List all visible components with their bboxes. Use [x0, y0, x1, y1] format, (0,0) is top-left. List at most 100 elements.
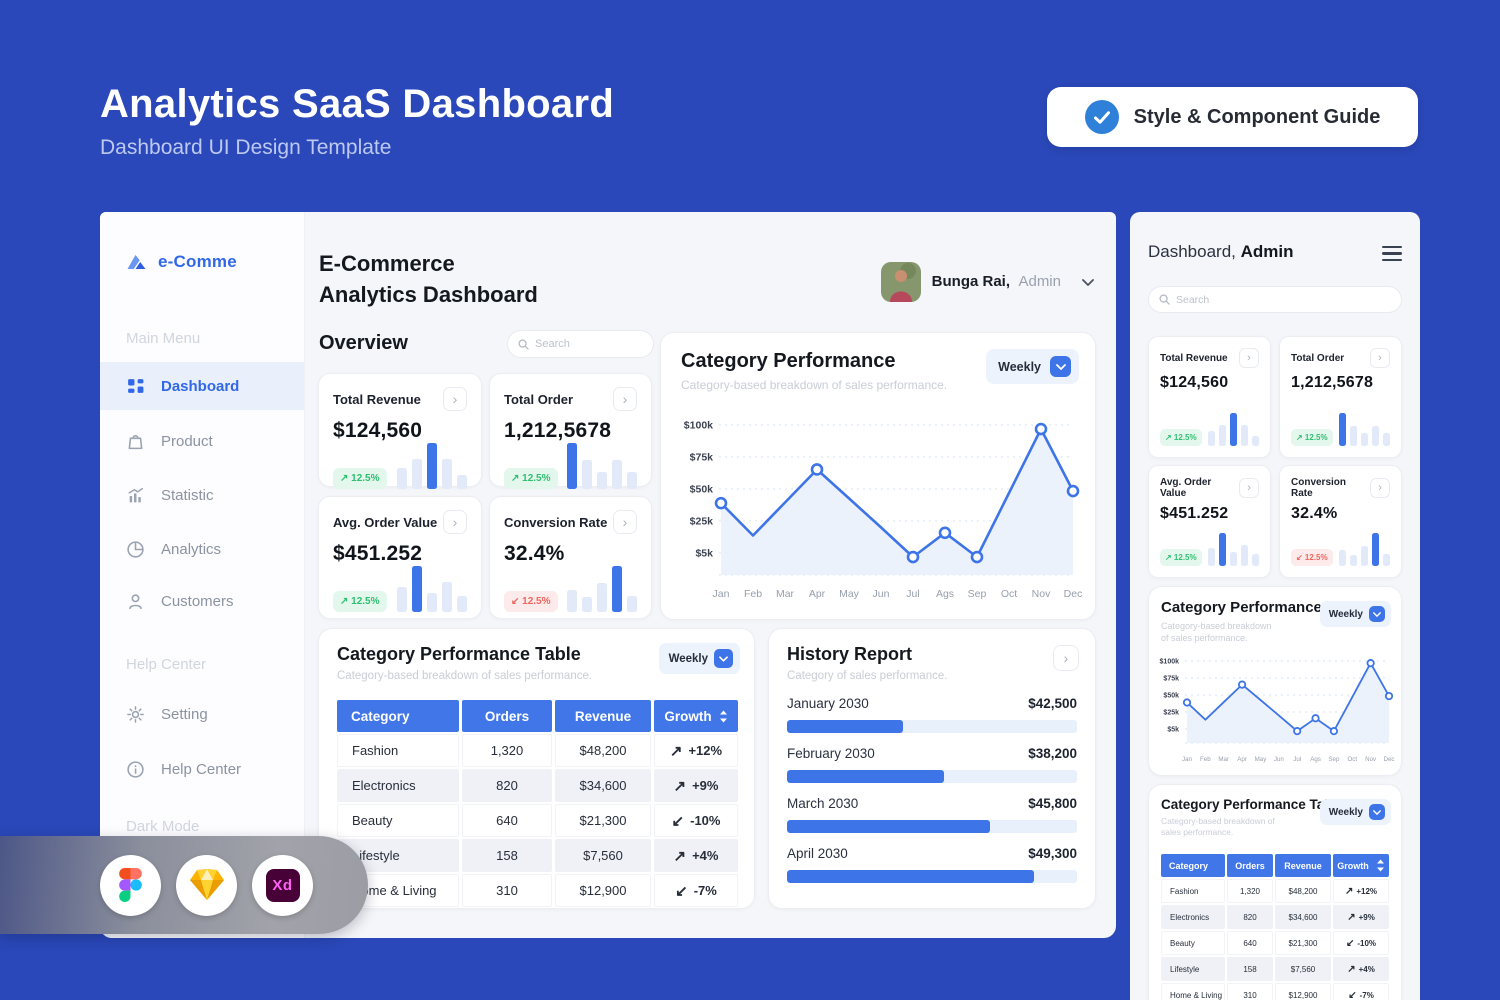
avatar [880, 262, 921, 302]
bar [582, 597, 592, 612]
figma-icon [100, 854, 161, 916]
trend-arrow-icon: ↗ [673, 777, 687, 795]
bar [1350, 425, 1357, 446]
bar [612, 460, 622, 489]
stat-detail-button[interactable]: › [443, 510, 467, 534]
stats-grid: Total Revenue › $124,560 ↗ 12.5% Total Order… [1148, 336, 1402, 578]
history-label: March 2030 [787, 796, 859, 811]
sidebar: e-Comme Main Menu Dashboard Product Stat… [100, 212, 305, 938]
dashboard-title: E-Commerce Analytics Dashboard [319, 251, 538, 307]
svg-text:Nov: Nov [1032, 588, 1051, 600]
period-dropdown[interactable]: Weekly [986, 349, 1079, 384]
svg-text:Oct: Oct [1347, 756, 1357, 763]
history-detail-button[interactable]: › [1053, 645, 1079, 671]
stat-value: 1,212,5678 [504, 419, 612, 442]
user-menu[interactable]: Bunga Rai, Admin [880, 262, 1094, 302]
category-table: Category Orders Revenue Growth Fashion 1,320 $… [1161, 854, 1389, 1000]
history-label: January 2030 [787, 696, 869, 711]
period-dropdown[interactable]: Weekly [658, 643, 740, 674]
bar [567, 589, 577, 612]
sidebar-item-dashboard[interactable]: Dashboard [100, 362, 304, 410]
stat-detail-button[interactable]: › [1370, 478, 1390, 498]
mini-bar-chart [1208, 413, 1259, 446]
card-subtitle: Category of sales performance. [787, 670, 948, 682]
search-input[interactable] [535, 338, 643, 350]
search-input[interactable] [1176, 293, 1391, 306]
history-value: $45,800 [1028, 796, 1077, 811]
period-dropdown[interactable]: Weekly [1319, 799, 1391, 825]
cell-orders: 820 [462, 769, 552, 802]
chevron-down-icon [1369, 606, 1385, 622]
design-tools-bar: Xd [0, 836, 368, 934]
bar [1339, 413, 1346, 446]
cell-category: Electronics [1161, 905, 1225, 929]
section-label-dark-mode: Dark Mode [126, 818, 200, 835]
card-subtitle: Category-based breakdown of sales perfor… [337, 670, 593, 682]
category-performance-card: Category Performance Category-based brea… [660, 332, 1096, 620]
table-row: Beauty 640 $21,300 ↙ -10% [1161, 931, 1389, 955]
sidebar-item-analytics[interactable]: Analytics [100, 525, 304, 573]
cell-revenue: $21,300 [555, 804, 651, 837]
svg-text:Dec: Dec [1383, 756, 1394, 763]
chevron-down-icon [1369, 804, 1385, 820]
stat-detail-button[interactable]: › [613, 387, 637, 411]
svg-text:$25k: $25k [690, 516, 714, 528]
svg-text:Mar: Mar [776, 588, 795, 600]
table-row: Electronics 820 $34,600 ↗ +9% [337, 769, 738, 802]
bar [597, 583, 607, 612]
column-header-growth[interactable]: Growth [1333, 854, 1389, 877]
stat-detail-button[interactable]: › [1239, 478, 1259, 498]
stat-detail-button[interactable]: › [443, 387, 467, 411]
bar [627, 471, 637, 489]
sidebar-item-customers[interactable]: Customers [100, 577, 304, 625]
cell-revenue: $7,560 [1275, 957, 1331, 981]
card-title: Category Performance Table [337, 644, 581, 664]
app-logo: e-Comme [124, 250, 237, 274]
sidebar-item-product[interactable]: Product [100, 417, 304, 465]
category-table: Category Orders Revenue Growth Fashion 1,320 $… [337, 700, 738, 907]
bar [1241, 424, 1248, 446]
bar [612, 566, 622, 612]
sidebar-item-help-center[interactable]: Help Center [100, 745, 304, 793]
column-header-growth[interactable]: Growth [654, 700, 738, 732]
mini-bar-chart [567, 443, 637, 489]
svg-text:Dec: Dec [1064, 588, 1083, 600]
cell-growth: ↙ -7% [654, 874, 738, 907]
stat-detail-button[interactable]: › [1239, 348, 1259, 368]
progress-fill [787, 770, 944, 783]
stats-grid: Total Revenue › $124,560 ↗ 12.5% Total Order… [318, 373, 652, 619]
logo-text: e-Comme [158, 252, 237, 271]
sidebar-item-label: Statistic [161, 486, 214, 504]
line-chart: $100k $75k $50k $25k $5k Jan Feb Mar Apr May Jun Ju… [684, 420, 1083, 600]
sidebar-item-label: Analytics [161, 540, 222, 558]
trend-arrow-icon: ↗ [1347, 963, 1356, 975]
table-row: Fashion 1,320 $48,200 ↗ +12% [1161, 879, 1389, 903]
dashboard-window: e-Comme Main Menu Dashboard Product Stat… [100, 212, 1116, 938]
table-header-row: Category Orders Revenue Growth [337, 700, 738, 732]
svg-text:$5k: $5k [695, 548, 713, 560]
svg-text:Feb: Feb [1200, 756, 1211, 763]
period-dropdown[interactable]: Weekly [1319, 601, 1391, 627]
style-component-guide-button[interactable]: Style & Component Guide [1047, 87, 1418, 147]
svg-text:Mar: Mar [1218, 756, 1229, 763]
menu-icon[interactable] [1382, 246, 1402, 262]
mini-bar-chart [1339, 413, 1390, 446]
column-header-category: Category [1161, 854, 1225, 877]
svg-text:$25k: $25k [1163, 709, 1179, 716]
cell-category: Beauty [1161, 931, 1225, 955]
card-title: Category Performance [681, 350, 896, 372]
stat-detail-button[interactable]: › [1370, 348, 1390, 368]
chevron-down-icon [1050, 356, 1071, 377]
trend-arrow-icon: ↙ [671, 812, 685, 830]
stat-value: 32.4% [504, 542, 565, 565]
cell-revenue: $12,900 [1275, 983, 1331, 1000]
cell-revenue: $7,560 [555, 839, 651, 872]
trend-arrow-icon: ↗ [669, 742, 683, 760]
stat-detail-button[interactable]: › [613, 510, 637, 534]
sidebar-item-setting[interactable]: Setting [100, 690, 304, 738]
bar [1230, 552, 1237, 566]
category-performance-table-card: Category Performance Table Category-base… [1148, 784, 1402, 1000]
cell-orders: 310 [462, 874, 552, 907]
sidebar-item-statistic[interactable]: Statistic [100, 471, 304, 519]
line-chart: $100k $75k $50k $25k $5k Jan Feb Mar Apr May Jun Ju… [1160, 658, 1395, 763]
